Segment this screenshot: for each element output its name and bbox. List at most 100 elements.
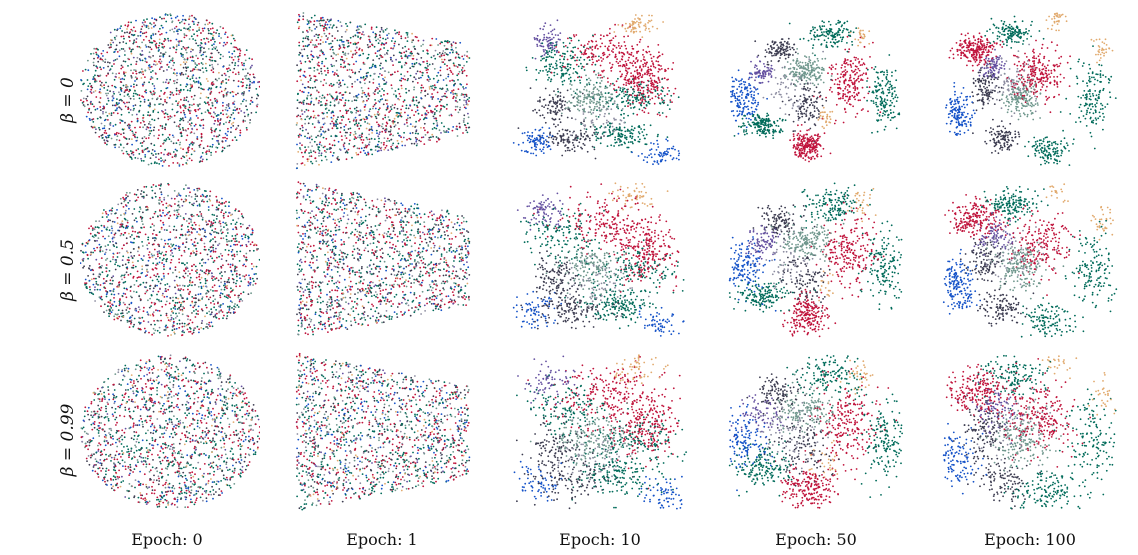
scatter-point xyxy=(209,87,211,89)
scatter-point xyxy=(320,133,322,135)
scatter-point xyxy=(182,54,184,56)
scatter-point xyxy=(398,31,400,33)
scatter-point xyxy=(586,128,588,130)
scatter-point xyxy=(382,78,384,80)
scatter-point xyxy=(300,60,302,62)
scatter-point xyxy=(233,50,235,52)
scatter-point xyxy=(380,147,382,149)
scatter-point xyxy=(455,57,457,59)
scatter-point xyxy=(442,88,444,90)
scatter-point xyxy=(349,92,351,94)
scatter-point xyxy=(190,56,192,58)
scatter-point xyxy=(227,71,229,73)
scatter-point xyxy=(647,80,649,82)
scatter-point xyxy=(181,158,183,160)
scatter-point xyxy=(447,131,449,133)
scatter-point xyxy=(449,52,451,54)
scatter-point xyxy=(234,136,236,138)
scatter-point xyxy=(215,107,217,109)
scatter-point xyxy=(233,38,235,40)
scatter-point xyxy=(649,99,651,101)
scatter-point xyxy=(457,79,459,81)
scatter-point xyxy=(95,109,97,111)
scatter-point xyxy=(327,24,329,26)
scatter-point xyxy=(571,148,573,150)
scatter-point xyxy=(415,96,417,98)
scatter-point xyxy=(191,86,193,88)
scatter-point xyxy=(157,138,159,140)
scatter-point xyxy=(202,58,204,60)
scatter-point xyxy=(651,156,653,158)
scatter-point xyxy=(404,123,406,125)
scatter-point xyxy=(400,96,402,98)
scatter-point xyxy=(140,47,142,49)
scatter-point xyxy=(646,52,648,54)
scatter-point xyxy=(309,79,311,81)
scatter-point xyxy=(623,84,625,86)
scatter-point xyxy=(557,34,559,36)
scatter-point xyxy=(320,43,322,45)
scatter-point xyxy=(310,77,312,79)
scatter-point xyxy=(123,79,125,81)
scatter-point xyxy=(659,154,661,156)
scatter-point xyxy=(153,85,155,87)
scatter-point xyxy=(121,30,123,32)
scatter-point xyxy=(593,87,595,89)
scatter-point xyxy=(95,90,97,92)
scatter-point xyxy=(595,158,597,160)
scatter-point xyxy=(420,92,422,94)
scatter-point xyxy=(535,149,537,151)
scatter-point xyxy=(212,66,214,68)
scatter-point xyxy=(147,114,149,116)
scatter-point xyxy=(357,36,359,38)
scatter-point xyxy=(243,94,245,96)
scatter-point xyxy=(185,130,187,132)
scatter-point xyxy=(374,66,376,68)
col-label-epoch-50: Epoch: 50 xyxy=(726,530,906,549)
scatter-point xyxy=(639,67,641,69)
scatter-point xyxy=(431,57,433,59)
scatter-point xyxy=(388,140,390,142)
scatter-point xyxy=(543,57,545,59)
scatter-point xyxy=(610,134,612,136)
scatter-point xyxy=(321,63,323,65)
scatter-point xyxy=(105,112,107,114)
scatter-point xyxy=(188,24,190,26)
scatter-point xyxy=(591,122,593,124)
scatter-point xyxy=(757,93,759,95)
scatter-point xyxy=(378,114,380,116)
scatter-point xyxy=(605,103,607,105)
scatter-point xyxy=(452,73,454,75)
scatter-point xyxy=(846,102,848,104)
scatter-point xyxy=(300,116,302,118)
scatter-point xyxy=(595,41,597,43)
scatter-point xyxy=(313,70,315,72)
scatter-point xyxy=(443,79,445,81)
scatter-point xyxy=(446,65,448,67)
scatter-point xyxy=(171,18,173,20)
scatter-point xyxy=(355,137,357,139)
scatter-point xyxy=(392,135,394,137)
scatter-point xyxy=(621,101,623,103)
scatter-point xyxy=(463,104,465,106)
scatter-point xyxy=(638,26,640,28)
scatter-point xyxy=(325,156,327,158)
scatter-point xyxy=(576,136,578,138)
scatter-point xyxy=(319,136,321,138)
scatter-point xyxy=(113,144,115,146)
scatter-point xyxy=(543,49,545,51)
scatter-point xyxy=(557,142,559,144)
scatter-point xyxy=(90,86,92,88)
scatter-point xyxy=(208,112,210,114)
scatter-point xyxy=(230,127,232,129)
scatter-point xyxy=(98,127,100,129)
scatter-point xyxy=(603,35,605,37)
scatter-point xyxy=(591,113,593,115)
scatter-point xyxy=(678,150,680,152)
scatter-point xyxy=(645,63,647,65)
scatter-point xyxy=(585,75,587,77)
scatter-point xyxy=(366,137,368,139)
scatter-point xyxy=(567,66,569,68)
scatter-point xyxy=(429,44,431,46)
scatter-point xyxy=(179,124,181,126)
